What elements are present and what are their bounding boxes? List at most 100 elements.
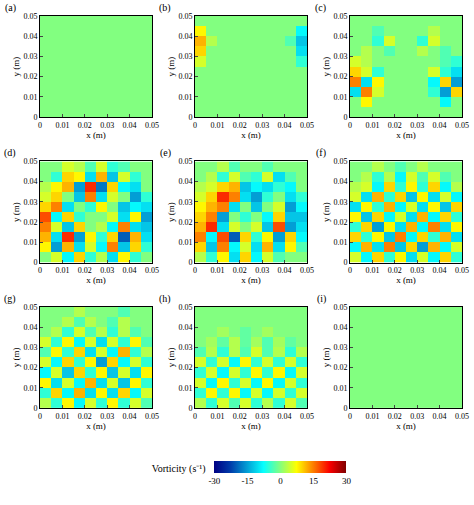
- svg-text:0.01: 0.01: [55, 121, 69, 130]
- svg-text:0.05: 0.05: [23, 12, 37, 21]
- svg-text:y (m): y (m): [321, 348, 331, 368]
- svg-text:0.03: 0.03: [333, 343, 347, 352]
- svg-text:0.02: 0.02: [78, 412, 92, 421]
- svg-text:0.02: 0.02: [333, 363, 347, 372]
- svg-text:y (m): y (m): [321, 202, 331, 222]
- svg-text:y (m): y (m): [11, 202, 21, 222]
- svg-text:y (m): y (m): [11, 57, 21, 77]
- svg-text:0.04: 0.04: [23, 177, 37, 186]
- svg-text:y (m): y (m): [11, 348, 21, 368]
- svg-text:0.04: 0.04: [123, 266, 137, 275]
- svg-text:0: 0: [343, 258, 347, 267]
- svg-text:0.02: 0.02: [233, 412, 247, 421]
- svg-text:0.01: 0.01: [210, 121, 224, 130]
- svg-text:0.02: 0.02: [333, 72, 347, 81]
- svg-text:0.02: 0.02: [333, 218, 347, 227]
- svg-text:0.04: 0.04: [333, 323, 347, 332]
- svg-text:0.01: 0.01: [365, 412, 379, 421]
- svg-text:0.04: 0.04: [178, 32, 192, 41]
- svg-text:0.05: 0.05: [300, 412, 314, 421]
- svg-text:0.01: 0.01: [333, 93, 347, 102]
- svg-text:0.02: 0.02: [23, 218, 37, 227]
- svg-text:0.01: 0.01: [333, 238, 347, 247]
- svg-text:30: 30: [342, 476, 352, 486]
- svg-text:(b): (b): [159, 2, 171, 14]
- svg-text:0.05: 0.05: [23, 303, 37, 312]
- svg-text:0.04: 0.04: [278, 121, 292, 130]
- svg-text:0.05: 0.05: [178, 157, 192, 166]
- svg-text:0.04: 0.04: [333, 32, 347, 41]
- svg-text:Vorticity (s⁻¹): Vorticity (s⁻¹): [152, 463, 206, 475]
- svg-text:0.04: 0.04: [23, 323, 37, 332]
- svg-text:0.03: 0.03: [410, 266, 424, 275]
- svg-text:0: 0: [188, 258, 192, 267]
- svg-text:0: 0: [348, 266, 352, 275]
- svg-text:-30: -30: [208, 476, 220, 486]
- svg-text:0.03: 0.03: [23, 198, 37, 207]
- svg-text:x (m): x (m): [396, 275, 416, 285]
- svg-text:0: 0: [348, 412, 352, 421]
- svg-text:0.04: 0.04: [278, 412, 292, 421]
- svg-text:0.05: 0.05: [145, 266, 159, 275]
- svg-text:0: 0: [348, 121, 352, 130]
- svg-text:0.03: 0.03: [178, 52, 192, 61]
- svg-text:0.01: 0.01: [210, 412, 224, 421]
- svg-text:x (m): x (m): [241, 275, 261, 285]
- svg-text:0.04: 0.04: [278, 266, 292, 275]
- svg-text:y (m): y (m): [166, 348, 176, 368]
- svg-text:0.02: 0.02: [233, 266, 247, 275]
- svg-text:y (m): y (m): [321, 57, 331, 77]
- svg-text:0.01: 0.01: [178, 384, 192, 393]
- svg-text:(g): (g): [4, 293, 16, 305]
- svg-text:x (m): x (m): [241, 130, 261, 140]
- svg-text:0.04: 0.04: [333, 177, 347, 186]
- svg-text:0.01: 0.01: [23, 238, 37, 247]
- svg-text:0: 0: [193, 266, 197, 275]
- svg-text:0.05: 0.05: [333, 303, 347, 312]
- svg-text:0.03: 0.03: [255, 121, 269, 130]
- svg-text:0: 0: [188, 404, 192, 413]
- svg-text:0.05: 0.05: [455, 412, 469, 421]
- svg-text:0.04: 0.04: [178, 323, 192, 332]
- svg-text:0.05: 0.05: [300, 121, 314, 130]
- svg-text:0.01: 0.01: [333, 384, 347, 393]
- svg-text:0.04: 0.04: [123, 412, 137, 421]
- svg-text:0.03: 0.03: [255, 266, 269, 275]
- svg-text:0.02: 0.02: [178, 72, 192, 81]
- svg-text:0.01: 0.01: [23, 93, 37, 102]
- svg-text:0.02: 0.02: [388, 121, 402, 130]
- svg-text:0.02: 0.02: [233, 121, 247, 130]
- svg-text:0: 0: [33, 258, 37, 267]
- svg-text:0.03: 0.03: [410, 121, 424, 130]
- svg-text:y (m): y (m): [166, 57, 176, 77]
- svg-text:0.02: 0.02: [78, 266, 92, 275]
- svg-text:0.02: 0.02: [78, 121, 92, 130]
- svg-text:0.05: 0.05: [23, 157, 37, 166]
- svg-text:0.03: 0.03: [100, 121, 114, 130]
- svg-text:0.05: 0.05: [178, 12, 192, 21]
- svg-text:0.02: 0.02: [388, 412, 402, 421]
- svg-text:0.02: 0.02: [23, 72, 37, 81]
- svg-text:0.01: 0.01: [210, 266, 224, 275]
- svg-text:0.03: 0.03: [333, 52, 347, 61]
- svg-text:0: 0: [193, 121, 197, 130]
- svg-text:x (m): x (m): [396, 130, 416, 140]
- svg-text:0.01: 0.01: [178, 93, 192, 102]
- svg-text:0: 0: [33, 404, 37, 413]
- svg-text:15: 15: [309, 476, 319, 486]
- svg-text:0.05: 0.05: [455, 266, 469, 275]
- svg-text:0.04: 0.04: [433, 266, 447, 275]
- svg-text:0.01: 0.01: [23, 384, 37, 393]
- svg-text:(a): (a): [5, 2, 16, 14]
- svg-text:0: 0: [343, 113, 347, 122]
- svg-text:0.05: 0.05: [300, 266, 314, 275]
- svg-text:0.02: 0.02: [23, 363, 37, 372]
- svg-text:0.04: 0.04: [178, 177, 192, 186]
- svg-text:0.01: 0.01: [365, 121, 379, 130]
- svg-text:0: 0: [38, 266, 42, 275]
- svg-text:0.03: 0.03: [333, 198, 347, 207]
- svg-text:y (m): y (m): [166, 202, 176, 222]
- svg-text:0.05: 0.05: [455, 121, 469, 130]
- svg-text:x (m): x (m): [86, 421, 106, 431]
- svg-text:0.03: 0.03: [23, 343, 37, 352]
